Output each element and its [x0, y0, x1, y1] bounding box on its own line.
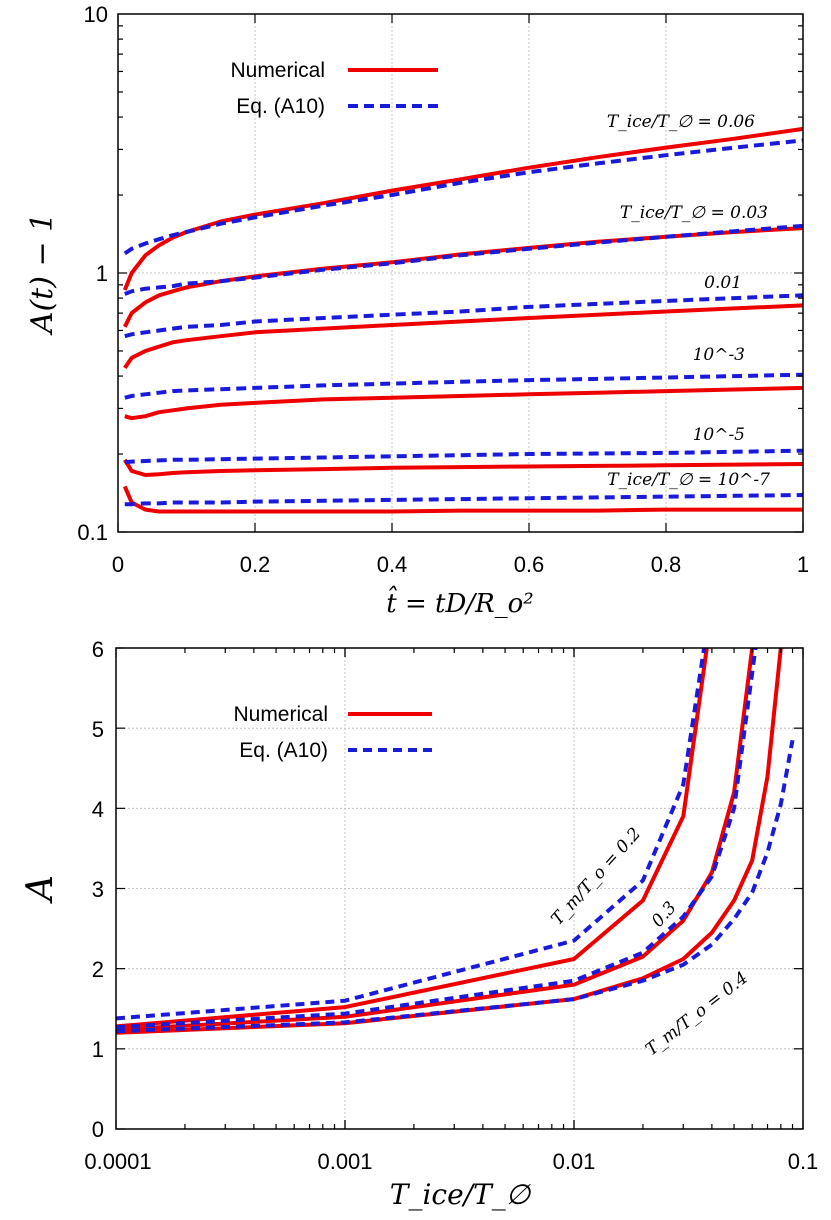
top-equation-curve-11 — [124, 493, 804, 507]
top-xtick-label: 1 — [797, 552, 809, 577]
top-chart: 0.1 1 10 0 0.2 0.4 0.6 0.8 1 A(t) − 1 t̂… — [25, 2, 809, 619]
bottom-ytick-label: 6 — [92, 637, 104, 662]
annotation-tice-001: 0.01 — [704, 273, 742, 293]
top-xtick-label: 0.4 — [377, 552, 408, 577]
bottom-equation-curve-3 — [115, 647, 758, 1030]
bottom-xtick-label: 0.1 — [788, 1149, 819, 1174]
bottom-xtick-label: 0.001 — [317, 1149, 372, 1174]
top-ylabel: A(t) − 1 — [25, 213, 60, 336]
top-tick-marks — [117, 14, 804, 533]
top-numerical-curve-8 — [123, 458, 804, 477]
bottom-numerical-curve-4 — [115, 647, 783, 1035]
top-equation-curve-1 — [123, 138, 804, 256]
top-xtick-label: 0 — [112, 552, 124, 577]
top-legend: Numerical Eq. (A10) — [230, 59, 438, 118]
legend-numerical-label: Numerical — [230, 59, 325, 82]
bottom-numerical-curve-0 — [115, 647, 709, 1029]
top-xtick-label: 0.8 — [651, 552, 682, 577]
top-equation-curve-7 — [124, 372, 804, 400]
top-ytick-label: 0.1 — [77, 520, 108, 545]
bottom-ytick-label: 5 — [92, 717, 104, 742]
bottom-xlabel: T_ice/T_∅ — [390, 1178, 532, 1211]
top-equation-curve-9 — [124, 448, 804, 465]
annotation-tice-1e-3: 10^-3 — [693, 345, 745, 365]
bottom-equation-curve-5 — [115, 739, 795, 1034]
bottom-chart: 0 1 2 3 4 5 6 0.0001 0.001 0.01 0.1 A T_… — [20, 637, 818, 1211]
top-numerical-curve-0 — [122, 126, 804, 291]
annotation-tice-1e-5: 10^-5 — [693, 425, 745, 445]
top-series-group — [122, 126, 804, 514]
top-ytick-label: 10 — [84, 2, 108, 27]
bottom-plot-frame — [115, 647, 804, 1130]
annotation-tm-04: T_m/T_o = 0.4 — [642, 968, 752, 1060]
top-numerical-curve-6 — [124, 385, 804, 421]
bottom-ylabel: A — [20, 875, 61, 904]
top-ytick-label: 1 — [96, 261, 108, 286]
annotation-tice-006: T_ice/T_∅ = 0.06 — [607, 112, 755, 132]
bottom-ytick-label: 3 — [92, 877, 104, 902]
top-equation-curve-5 — [124, 293, 804, 339]
bottom-series-group — [115, 647, 795, 1035]
bottom-xtick-label: 0.0001 — [84, 1149, 151, 1174]
bottom-equation-curve-1 — [115, 647, 707, 1021]
bottom-legend: Numerical Eq. (A10) — [233, 703, 432, 762]
bottom-numerical-curve-2 — [115, 647, 755, 1032]
top-numerical-curve-10 — [122, 485, 803, 514]
top-plot-frame — [117, 13, 804, 533]
legend-equation-label: Eq. (A10) — [239, 739, 328, 762]
annotation-tice-003: T_ice/T_∅ = 0.03 — [620, 203, 768, 223]
bottom-gridlines — [116, 648, 803, 1129]
bottom-tick-marks — [115, 647, 804, 1130]
top-numerical-curve-4 — [123, 303, 804, 370]
annotation-tice-1e-7: T_ice/T_∅ = 10^-7 — [607, 470, 770, 490]
top-xtick-label: 0.2 — [240, 552, 271, 577]
top-xtick-label: 0.6 — [514, 552, 545, 577]
top-equation-curve-3 — [124, 223, 804, 296]
bottom-ytick-label: 2 — [92, 957, 104, 982]
top-xlabel: t̂ = tD/R_o² — [386, 585, 533, 619]
bottom-ytick-label: 1 — [92, 1037, 104, 1062]
bottom-ytick-label: 0 — [92, 1117, 104, 1142]
top-gridlines — [118, 14, 803, 532]
bottom-xtick-label: 0.01 — [553, 1149, 596, 1174]
legend-numerical-label: Numerical — [233, 703, 328, 726]
bottom-ytick-label: 4 — [92, 797, 104, 822]
legend-equation-label: Eq. (A10) — [236, 95, 325, 118]
